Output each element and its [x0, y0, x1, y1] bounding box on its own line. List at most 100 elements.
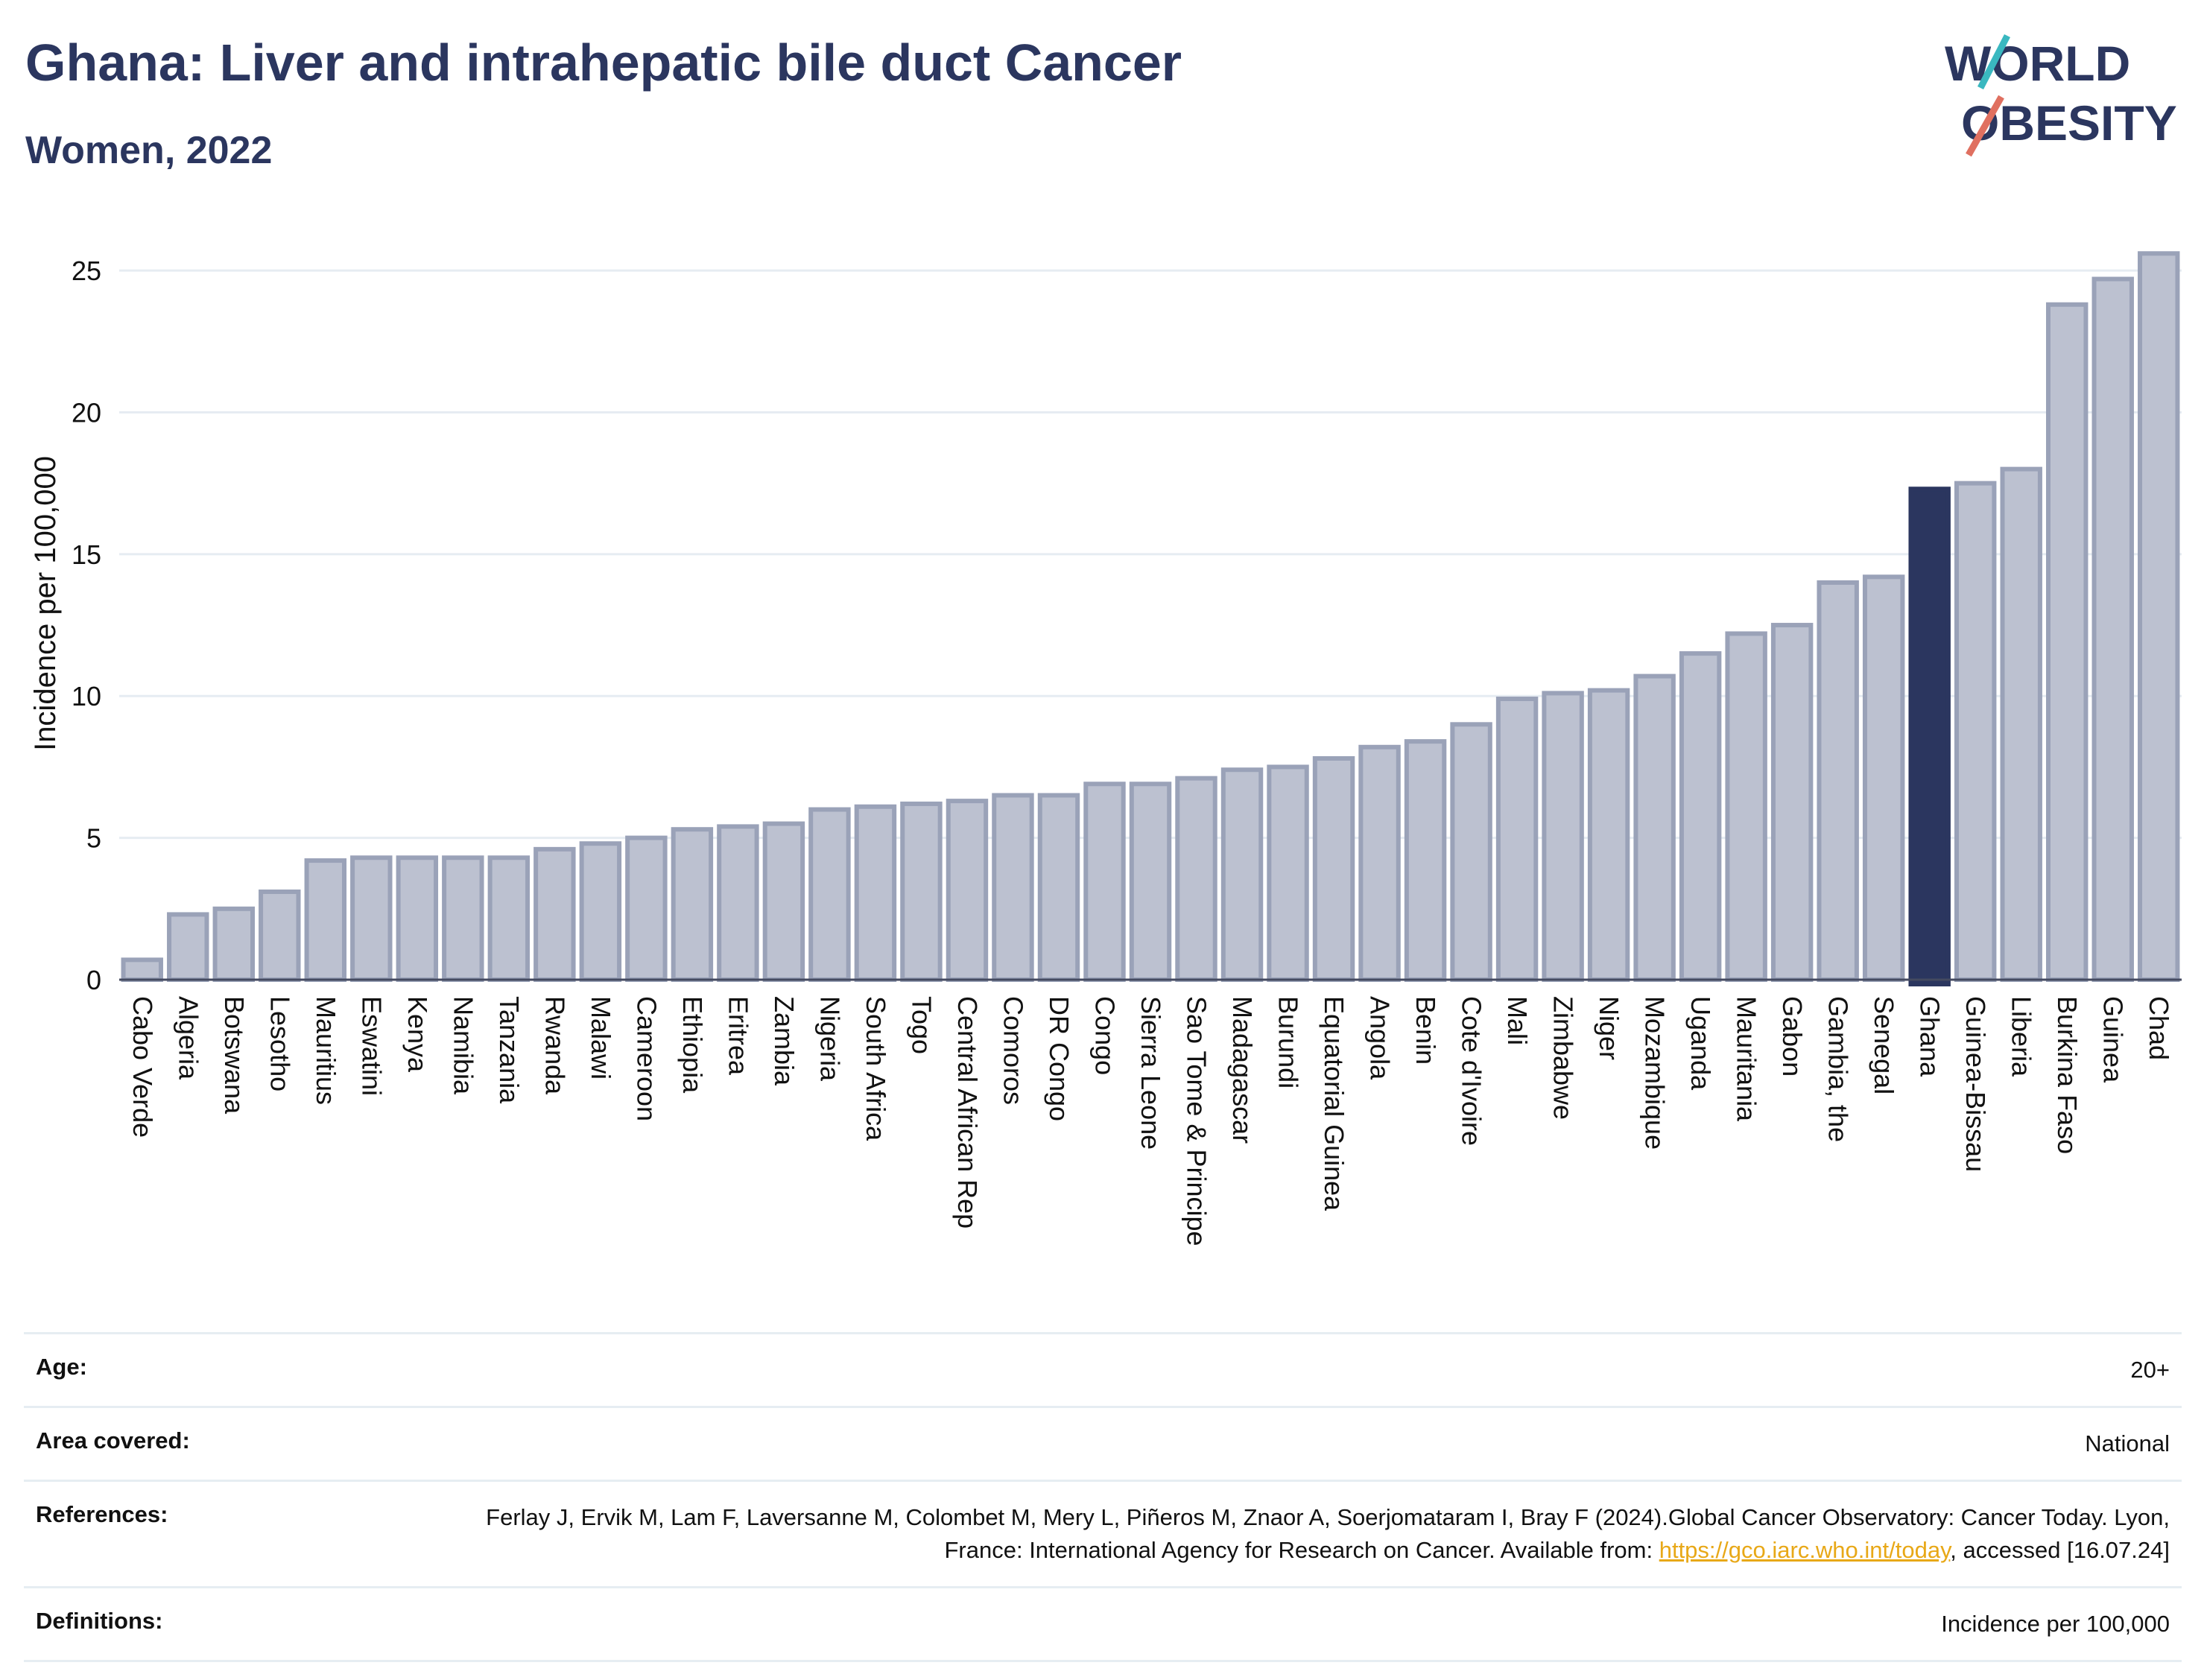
info-row-age: Age: 20+ — [24, 1332, 2182, 1406]
references-label: References: — [36, 1501, 168, 1527]
world-obesity-logo: WORLD OBESITY — [1945, 34, 2177, 157]
definitions-label: Definitions: — [36, 1608, 163, 1634]
x-tick-label: Senegal — [1869, 996, 1899, 1094]
bar — [2046, 302, 2089, 982]
bar — [1587, 688, 1630, 982]
bar — [1267, 764, 1309, 983]
bar — [2091, 276, 2134, 982]
bar — [992, 793, 1034, 982]
x-tick-label: Mauritius — [311, 996, 341, 1105]
y-tick-label: 15 — [72, 539, 101, 570]
bar — [671, 827, 714, 982]
x-tick-label: Sierra Leone — [1136, 996, 1166, 1150]
bar — [579, 841, 622, 982]
x-tick-label: Sao Tome & Principe — [1182, 996, 1212, 1246]
logo-line1: WORLD — [1945, 36, 2130, 91]
bar-highlight — [1908, 486, 1951, 986]
bar — [625, 835, 668, 982]
bar — [717, 824, 759, 983]
references-suffix: , accessed [16.07.24] — [1950, 1537, 2170, 1563]
x-tick-label: Cameroon — [631, 996, 662, 1121]
bar — [2000, 466, 2042, 982]
x-tick-label: Zambia — [769, 996, 799, 1086]
y-tick-label: 0 — [86, 965, 101, 995]
bar — [2138, 251, 2180, 982]
x-tick-label: Namibia — [448, 996, 478, 1095]
x-tick-label: Central African Rep — [952, 996, 983, 1229]
info-table: Age: 20+ Area covered: National Referenc… — [24, 1332, 2182, 1662]
x-tick-label: Guinea — [2098, 996, 2129, 1083]
x-axis-labels: Cabo Verde Algeria Botswana Lesotho Mauritiu… — [127, 996, 2174, 1246]
bar — [1312, 756, 1355, 982]
x-tick-label: Burkina Faso — [2052, 996, 2083, 1154]
x-tick-label: Mali — [1502, 996, 1533, 1045]
x-tick-label: Equatorial Guinea — [1319, 996, 1349, 1211]
x-tick-label: Eswatini — [356, 996, 387, 1096]
references-link[interactable]: https://gco.iarc.who.int/today — [1659, 1537, 1951, 1563]
x-tick-label: Niger — [1594, 996, 1624, 1060]
x-tick-label: Ghana — [1915, 996, 1945, 1077]
x-tick-label: Cote d'Ivoire — [1457, 996, 1487, 1146]
y-tick-label: 10 — [72, 681, 101, 711]
bar — [1129, 782, 1172, 983]
bar — [1770, 623, 1814, 982]
x-tick-label: South Africa — [861, 996, 891, 1141]
bar — [442, 855, 484, 983]
x-tick-label: Kenya — [402, 996, 433, 1073]
x-tick-label: Zimbabwe — [1548, 996, 1579, 1120]
age-label: Age: — [36, 1354, 87, 1380]
x-tick-label: Gambia, the — [1823, 996, 1854, 1142]
bar — [1083, 782, 1126, 983]
bar — [259, 889, 301, 983]
bar — [533, 846, 576, 983]
bar — [212, 906, 255, 983]
age-value: 20+ — [2130, 1357, 2170, 1383]
bar — [1817, 580, 1859, 982]
info-row-area: Area covered: National — [24, 1406, 2182, 1480]
area-value: National — [2085, 1430, 2170, 1456]
x-tick-label: Nigeria — [814, 996, 845, 1082]
y-axis-ticks: 0 5 10 15 20 25 — [72, 256, 101, 995]
bar — [1404, 739, 1447, 983]
y-tick-label: 5 — [86, 823, 101, 854]
x-tick-label: Angola — [1365, 996, 1396, 1080]
x-tick-label: Burundi — [1273, 996, 1304, 1088]
bar — [1358, 744, 1401, 982]
bar — [1450, 722, 1492, 982]
x-tick-label: Comoros — [998, 996, 1028, 1105]
bar — [1633, 673, 1676, 982]
x-tick-label: Eritrea — [723, 996, 753, 1076]
x-tick-label: Benin — [1410, 996, 1441, 1065]
bar — [762, 821, 805, 982]
logo-teal-stroke — [1977, 34, 2011, 90]
info-row-references: References: Ferlay J, Ervik M, Lam F, La… — [24, 1480, 2182, 1586]
info-row-definitions: Definitions: Incidence per 100,000 — [24, 1586, 2182, 1662]
y-tick-label: 25 — [72, 256, 101, 286]
references-text: Ferlay J, Ervik M, Lam F, Laversanne M, … — [486, 1504, 2170, 1563]
bar — [1862, 574, 1905, 982]
bar — [1220, 767, 1264, 982]
bars — [121, 251, 2180, 986]
x-tick-label: Lesotho — [265, 996, 295, 1091]
bar — [121, 957, 163, 983]
y-tick-label: 20 — [72, 397, 101, 428]
x-tick-label: Congo — [1089, 996, 1120, 1075]
x-tick-label: Mozambique — [1640, 996, 1671, 1150]
bar — [350, 855, 393, 983]
bar — [1542, 691, 1584, 983]
references-value: Ferlay J, Ervik M, Lam F, Laversanne M, … — [456, 1501, 2170, 1567]
x-tick-label: Algeria — [173, 996, 203, 1080]
bar — [1954, 481, 1997, 982]
definitions-value: Incidence per 100,000 — [1941, 1611, 2170, 1637]
x-tick-label: Liberia — [2007, 996, 2037, 1077]
x-tick-label: Chad — [2144, 996, 2174, 1060]
x-tick-label: Rwanda — [539, 996, 570, 1095]
bar — [900, 801, 943, 983]
bar — [487, 855, 531, 983]
bar — [167, 912, 209, 983]
x-tick-label: Cabo Verde — [127, 996, 158, 1138]
chart-subtitle: Women, 2022 — [25, 129, 273, 172]
x-tick-label: Mauritania — [1732, 996, 1762, 1122]
bar — [854, 804, 897, 982]
bar — [396, 855, 439, 983]
